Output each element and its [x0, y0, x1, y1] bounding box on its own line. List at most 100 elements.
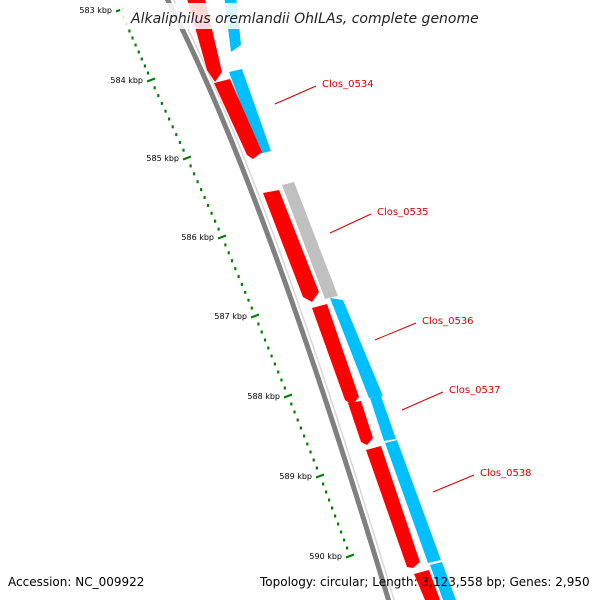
- tick-dot: [346, 546, 349, 550]
- gene-label[interactable]: Clos_0537: [449, 385, 501, 396]
- tick-dot: [189, 164, 192, 168]
- tick-dot: [296, 418, 299, 422]
- cds-arrow: [312, 304, 359, 405]
- gene-label[interactable]: Clos_0536: [422, 316, 474, 327]
- tick-dot: [328, 498, 331, 502]
- tick-dot: [334, 514, 337, 518]
- genome-backbone: [164, 0, 395, 600]
- tick-dot: [247, 298, 250, 302]
- gene-label[interactable]: Clos_0538: [480, 468, 532, 479]
- tick-dot: [270, 354, 273, 358]
- kbp-tick-mark: [315, 473, 325, 479]
- footer: Accession: NC_009922 Topology: circular;…: [8, 575, 590, 589]
- gene-label[interactable]: Clos_0534: [322, 79, 374, 90]
- tick-dot: [306, 442, 309, 446]
- tick-dot: [312, 458, 315, 462]
- tick-dot: [137, 50, 140, 54]
- tick-dot: [234, 267, 237, 271]
- tick-dot: [157, 94, 160, 98]
- tick-dot: [267, 346, 270, 350]
- tick-dot: [178, 140, 181, 144]
- tick-dot: [325, 490, 328, 494]
- tick-dot: [193, 172, 196, 176]
- tick-dot: [283, 386, 286, 390]
- tick-dot: [164, 109, 167, 113]
- tick-dot: [322, 482, 325, 486]
- gene-leader-line: [374, 322, 417, 341]
- tick-dot: [299, 426, 302, 430]
- tick-dot: [153, 86, 156, 90]
- feature-block: [430, 562, 456, 600]
- kbp-tick-mark: [146, 77, 156, 83]
- kbp-tick-mark: [283, 393, 293, 399]
- kbp-tick-labels: 583 kbp 584 kbp 585 kbp 586 kbp 587 kbp 588 k…: [79, 6, 342, 561]
- accession-text: Accession: NC_009922: [8, 575, 144, 589]
- tick-dot: [277, 370, 280, 374]
- kbp-tick-mark: [250, 313, 260, 319]
- tick-dot: [250, 306, 253, 310]
- cds-arrow: [214, 79, 262, 159]
- feature-block-grey: [282, 182, 338, 299]
- cds-arrow: [263, 190, 319, 302]
- kbp-tick-label: 584 kbp: [110, 76, 143, 85]
- tick-dot: [340, 530, 343, 534]
- genome-summary-text: Topology: circular; Length: 3,123,558 bp…: [259, 575, 590, 589]
- tick-dot: [168, 117, 171, 121]
- tick-dot: [134, 43, 137, 47]
- tick-dot: [237, 275, 240, 278]
- gene-leader-line: [274, 85, 317, 105]
- tick-dot: [196, 180, 199, 184]
- gene-blocks: [187, 0, 456, 600]
- tick-dot: [182, 148, 185, 152]
- feature-block: [385, 440, 441, 563]
- tick-dot: [257, 322, 260, 326]
- kbp-tick-label: 588 kbp: [247, 392, 280, 401]
- cds-arrow: [348, 401, 373, 445]
- tick-dot: [263, 338, 267, 342]
- kbp-tick-label: 583 kbp: [79, 6, 112, 15]
- kbp-tick-label: 590 kbp: [309, 552, 342, 561]
- tick-dot: [140, 57, 143, 61]
- tick-dot: [200, 188, 203, 192]
- tick-dot: [303, 434, 306, 438]
- tick-dot: [131, 36, 134, 40]
- tick-dot: [224, 243, 227, 247]
- cds-arrow: [414, 570, 440, 600]
- tick-dot: [160, 101, 163, 105]
- kbp-tick-mark: [345, 553, 355, 559]
- tick-dot: [315, 466, 318, 470]
- tick-dot: [143, 64, 146, 68]
- tick-dot: [146, 71, 150, 75]
- gene-label[interactable]: Clos_0535: [377, 207, 429, 218]
- gene-leader-line: [329, 213, 372, 234]
- title-block: Alkaliphilus oremlandii OhILAs, complete…: [120, 3, 479, 29]
- feature-block: [330, 298, 383, 398]
- feature-block: [370, 396, 396, 441]
- kbp-tick-label: 586 kbp: [181, 233, 214, 242]
- tick-dot: [227, 251, 230, 255]
- tick-dot: [203, 196, 206, 199]
- tick-dot: [128, 29, 131, 33]
- cds-arrow: [366, 446, 420, 568]
- tick-dot: [207, 203, 210, 207]
- kbp-tick-label: 585 kbp: [146, 154, 179, 163]
- tick-dot: [293, 410, 296, 414]
- tick-dot: [337, 522, 340, 526]
- tick-dot: [290, 402, 293, 406]
- kbp-tick-mark: [217, 234, 227, 240]
- tick-dot: [273, 362, 276, 366]
- tick-dot: [343, 538, 346, 542]
- map-title: Alkaliphilus oremlandii OhILAs, complete…: [130, 11, 479, 27]
- gene-leader-line: [432, 474, 475, 493]
- tick-dot: [309, 450, 312, 454]
- tick-dot: [210, 211, 213, 215]
- tick-dot: [280, 378, 283, 382]
- gene-labels: Clos_0534 Clos_0535 Clos_0536 Clos_0537 Clos…: [274, 79, 532, 493]
- tick-dot: [214, 219, 217, 223]
- kbp-tick-label: 587 kbp: [214, 312, 247, 321]
- tick-dot: [240, 282, 243, 286]
- kbp-tick-mark: [182, 155, 192, 161]
- gene-leader-line: [401, 391, 444, 411]
- tick-dot: [331, 506, 334, 510]
